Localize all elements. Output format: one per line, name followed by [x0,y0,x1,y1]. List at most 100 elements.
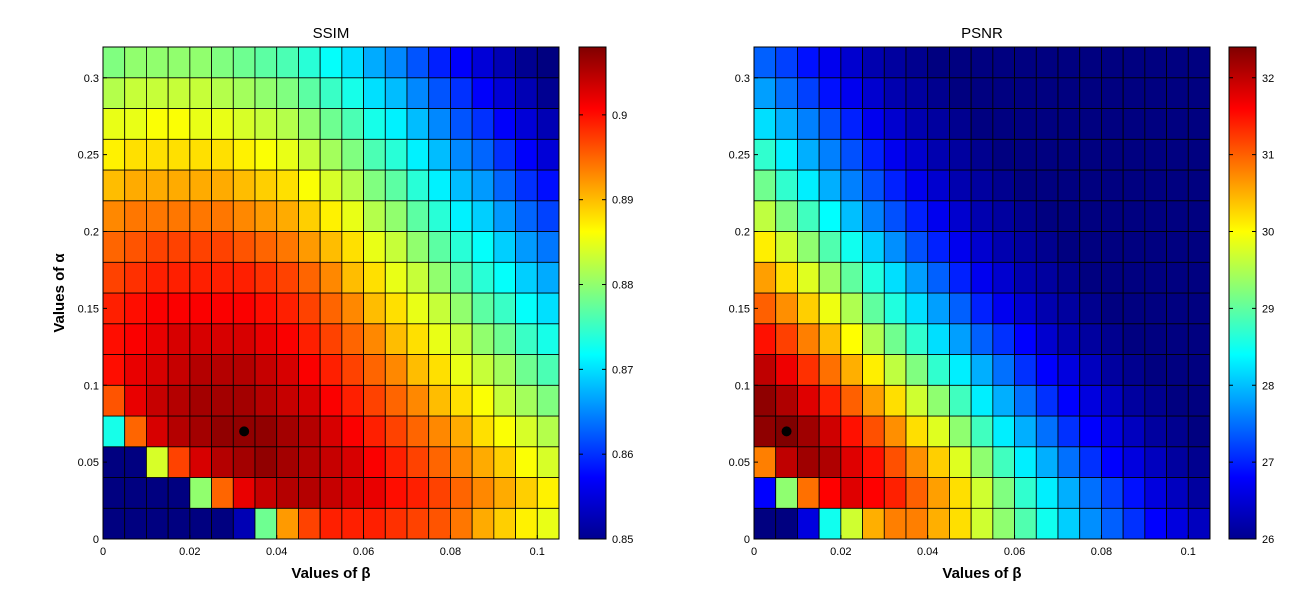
heatmap-cell [1187,261,1211,294]
heatmap-cell [124,261,147,294]
heatmap-cell [883,46,907,79]
heatmap-cell [905,108,929,140]
heatmap-cell [840,200,863,232]
y-tick-label: 0 [93,534,99,546]
heatmap-cell [927,138,950,171]
heatmap-cell [384,138,408,171]
heatmap-cell [471,77,495,109]
heatmap-cell [818,261,842,294]
heatmap-cell [298,169,321,202]
heatmap-cell [232,200,256,232]
x-tick-label: 0.02 [179,546,200,558]
heatmap-cell [775,507,798,540]
heatmap-cell [254,323,278,355]
heatmap-cell [102,323,126,355]
heatmap-cell [124,138,147,171]
heatmap-cell [428,384,451,417]
heatmap-cell [797,323,820,355]
y-axis-label: Values of α [51,253,68,333]
heatmap-cell [970,200,994,232]
heatmap-cell [167,415,191,448]
heatmap-cell [970,77,994,109]
heatmap-cell [341,231,364,263]
heatmap-cell [1144,477,1167,509]
heatmap-cell [1035,446,1059,478]
heatmap-cell [493,46,516,79]
heatmap-cell [406,415,430,448]
heatmap-cell [384,507,408,540]
y-tick-label: 0.25 [729,150,750,162]
heatmap-cell [1057,477,1081,509]
heatmap-cell [363,323,386,355]
heatmap-cell [1166,354,1189,386]
heatmap-cell [471,446,495,478]
heatmap-cell [1057,261,1081,294]
heatmap-cell [818,108,842,140]
heatmap-cell [1122,200,1146,232]
heatmap-cell [471,507,495,540]
heatmap-cell [1187,292,1211,325]
heatmap-cell [840,231,863,263]
heatmap-cell [1035,292,1059,325]
heatmap-cell [1144,108,1167,140]
heatmap-cell [1035,323,1059,355]
heatmap-cell [211,77,234,109]
heatmap-cell [818,46,842,79]
heatmap-cell [797,108,820,140]
heatmap-cell [1057,46,1081,79]
heatmap-cell [493,200,516,232]
heatmap-cell [276,323,299,355]
heatmap-cell [363,261,386,294]
heatmap-cell [102,200,126,232]
heatmap-cell [406,292,430,325]
heatmap-cell [450,384,473,417]
heatmap-cell [276,446,299,478]
x-tick-label: 0.08 [1091,546,1112,558]
heatmap-cell [1079,231,1102,263]
heatmap-cell [211,415,234,448]
heatmap-cell [1035,261,1059,294]
heatmap-cell [1144,292,1167,325]
heatmap-cell [102,231,126,263]
heatmap-cell [753,384,777,417]
heatmap-cell [124,169,147,202]
heatmap-cell [883,354,907,386]
heatmap-cell [992,169,1015,202]
heatmap-cell [146,200,169,232]
heatmap-cell [1187,77,1211,109]
heatmap-cell [970,138,994,171]
heatmap-cell [341,415,364,448]
heatmap-cell [905,292,929,325]
heatmap-cell [797,292,820,325]
heatmap-cell [753,200,777,232]
heatmap-cell [124,323,147,355]
heatmap-cell [970,261,994,294]
heatmap-cell [254,231,278,263]
heatmap-cell [1122,415,1146,448]
heatmap-cell [319,108,343,140]
heatmap-cell [818,200,842,232]
heatmap-cell [992,231,1015,263]
heatmap-cell [883,169,907,202]
heatmap-cell [276,507,299,540]
heatmap-cell [298,261,321,294]
heatmap-cell [189,46,212,79]
heatmap-cell [384,169,408,202]
heatmap-cell [949,231,972,263]
y-axis: 0 0.05 0.1 0.15 0.2 0.25 0.3 [729,73,758,546]
heatmap-cell [384,77,408,109]
heatmap-cell [189,323,212,355]
heatmap-cell [883,77,907,109]
y-tick-label: 0.3 [84,73,99,85]
heatmap-cell [1144,261,1167,294]
heatmap-cell [536,354,560,386]
heatmap-cell [905,477,929,509]
heatmap-cell [1101,292,1124,325]
heatmap-cell [1014,169,1037,202]
heatmap-cell [862,108,885,140]
heatmap-cell [450,231,473,263]
heatmap-cell [254,446,278,478]
y-tick-label: 0.05 [729,457,750,469]
heatmap-cell [189,231,212,263]
heatmap-cell [536,138,560,171]
